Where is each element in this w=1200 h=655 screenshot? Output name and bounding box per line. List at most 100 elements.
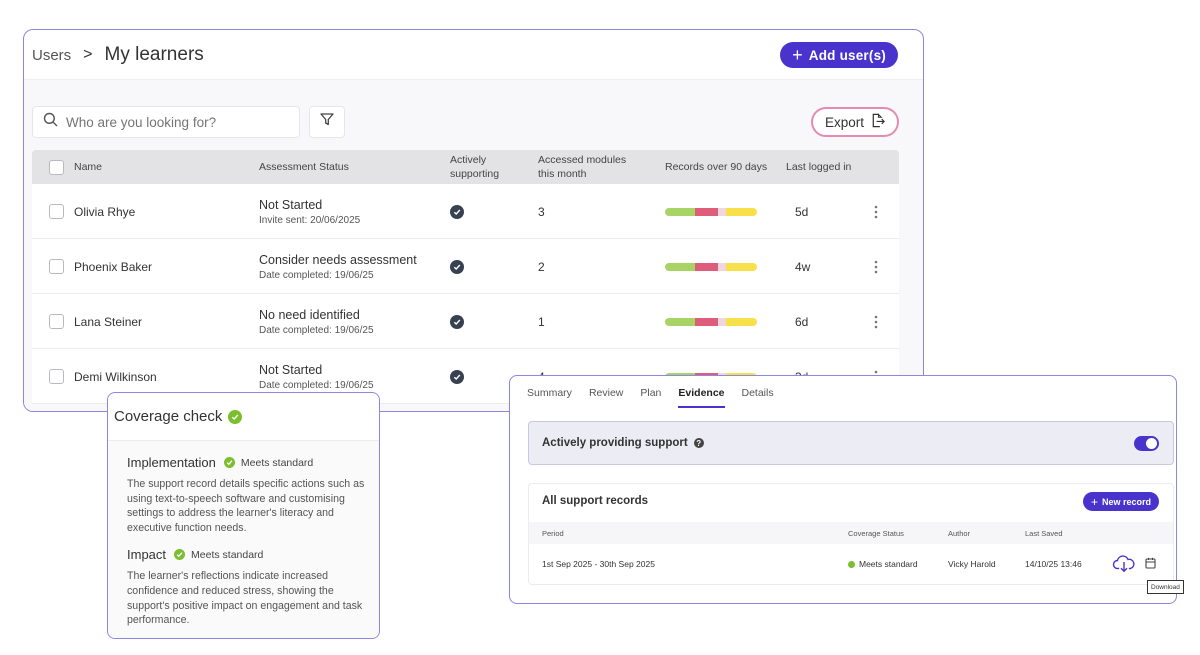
new-record-label: New record [1101, 496, 1151, 507]
page-header: Users > My learners + Add user(s) [24, 30, 923, 80]
row-checkbox[interactable] [49, 369, 64, 384]
breadcrumb: Users > My learners [32, 44, 204, 66]
column-assessment-status[interactable]: Assessment Status [259, 161, 349, 173]
coverage-header: Coverage check [108, 393, 379, 441]
coverage-body: Implementation Meets standard The suppor… [108, 441, 379, 638]
implementation-badge: Meets standard [240, 456, 314, 469]
calendar-button[interactable] [1145, 557, 1156, 571]
row-actions-button[interactable] [874, 239, 878, 294]
learner-name[interactable]: Phoenix Baker [74, 259, 153, 274]
row-actions-button[interactable] [874, 184, 878, 239]
status-dot-icon [848, 560, 855, 568]
learners-panel: Users > My learners + Add user(s) Export [23, 29, 924, 412]
records-table-header: Period Coverage Status Author Last Saved [529, 522, 1173, 544]
impact-title: Impact [127, 547, 167, 563]
assessment-status: Not Started Invite sent: 20/06/2025 [259, 184, 360, 239]
add-users-label: Add user(s) [808, 47, 886, 63]
table-row[interactable]: Phoenix Baker Consider needs assessment … [32, 239, 899, 294]
accessed-modules-count: 1 [538, 314, 545, 329]
row-checkbox[interactable] [49, 314, 64, 329]
active-support-toggle[interactable] [1134, 436, 1159, 451]
column-name[interactable]: Name [74, 161, 103, 173]
breadcrumb-separator: > [83, 46, 93, 63]
impact-section: Impact Meets standard The learner's refl… [127, 547, 379, 627]
calendar-icon [1145, 557, 1156, 569]
status-date: Date completed: 19/06/25 [259, 379, 374, 391]
export-button[interactable]: Export [810, 107, 899, 137]
records-title: All support records [542, 495, 649, 507]
tab-evidence[interactable]: Evidence [678, 387, 725, 408]
checkbox[interactable] [49, 159, 64, 175]
check-circle-icon [223, 457, 235, 468]
coverage-title: Coverage check [114, 408, 223, 425]
search-input[interactable] [66, 114, 286, 130]
search-box[interactable] [32, 106, 300, 138]
export-label: Export [824, 114, 864, 130]
learners-table: Name Assessment Status Actively supporti… [32, 150, 899, 404]
status-text: No need identified [259, 307, 360, 322]
select-all-checkbox[interactable] [49, 150, 64, 184]
check-circle-icon [174, 549, 186, 561]
implementation-section: Implementation Meets standard The suppor… [127, 455, 379, 535]
status-date: Date completed: 19/06/25 [259, 324, 374, 336]
detail-tabs: Summary Review Plan Evidence Details [527, 387, 791, 408]
active-support-setting: Actively providing support ? [528, 421, 1174, 465]
impact-badge: Meets standard [191, 548, 264, 561]
table-header: Name Assessment Status Actively supporti… [32, 150, 899, 184]
records-bar [665, 262, 757, 271]
active-support-label: Actively providing support [542, 437, 688, 449]
tab-review[interactable]: Review [588, 387, 624, 399]
column-author: Author [948, 528, 971, 538]
learner-name[interactable]: Olivia Rhye [74, 204, 136, 219]
row-checkbox[interactable] [49, 259, 64, 274]
plus-icon: + [1090, 494, 1098, 509]
last-logged-in: 4w [795, 259, 811, 274]
record-author: Vicky Harold [948, 559, 996, 569]
status-text: Not Started [259, 197, 323, 212]
record-last-saved: 14/10/25 13:46 [1025, 559, 1082, 569]
assessment-status: Consider needs assessment Date completed… [259, 239, 417, 294]
check-circle-icon [450, 204, 464, 219]
new-record-button[interactable]: + New record [1082, 492, 1159, 511]
table-row[interactable]: Olivia Rhye Not Started Invite sent: 20/… [32, 184, 899, 239]
assessment-status: No need identified Date completed: 19/06… [259, 294, 374, 349]
column-last-saved: Last Saved [1025, 528, 1063, 538]
record-period: 1st Sep 2025 - 30th Sep 2025 [542, 559, 655, 569]
column-accessed-modules-line1: Accessed modules [538, 154, 627, 166]
tab-details[interactable]: Details [741, 387, 774, 399]
download-button[interactable] [1112, 554, 1136, 574]
column-accessed-modules[interactable]: Accessed modules this month [538, 150, 626, 184]
kebab-icon [874, 260, 878, 273]
learner-name[interactable]: Demi Wilkinson [74, 369, 157, 384]
tab-plan[interactable]: Plan [640, 387, 662, 399]
add-users-button[interactable]: + Add user(s) [780, 42, 898, 68]
learner-name[interactable]: Lana Steiner [74, 314, 143, 329]
filter-button[interactable] [309, 106, 345, 138]
kebab-icon [874, 315, 878, 328]
accessed-modules-count: 3 [538, 204, 545, 219]
implementation-title: Implementation [127, 455, 216, 470]
learners-body: Export Name Assessment Status Actively s… [24, 80, 923, 411]
column-accessed-modules-line2: this month [538, 168, 587, 180]
help-icon[interactable]: ? [693, 438, 704, 448]
implementation-text: The support record details specific acti… [127, 478, 365, 534]
status-date: Invite sent: 20/06/2025 [259, 214, 361, 226]
status-text: Consider needs assessment [259, 252, 417, 267]
column-records-over-90-days[interactable]: Records over 90 days [665, 161, 768, 173]
check-circle-icon [450, 314, 464, 329]
tab-summary[interactable]: Summary [527, 387, 572, 399]
coverage-check-panel: Coverage check Implementation Meets stan… [107, 392, 380, 639]
records-bar [665, 207, 757, 216]
column-last-logged-in[interactable]: Last logged in [786, 161, 852, 173]
row-checkbox[interactable] [49, 204, 64, 219]
row-actions-button[interactable] [874, 294, 878, 349]
column-actively-supporting[interactable]: Actively supporting [450, 150, 499, 184]
plus-icon: + [792, 45, 803, 65]
record-row[interactable]: 1st Sep 2025 - 30th Sep 2025 Meets stand… [529, 544, 1173, 584]
last-logged-in: 6d [795, 314, 809, 329]
check-circle-icon [450, 259, 464, 274]
breadcrumb-users-link[interactable]: Users [32, 46, 72, 64]
table-row[interactable]: Lana Steiner No need identified Date com… [32, 294, 899, 349]
column-period: Period [542, 528, 564, 538]
record-coverage-status: Meets standard [848, 544, 918, 584]
